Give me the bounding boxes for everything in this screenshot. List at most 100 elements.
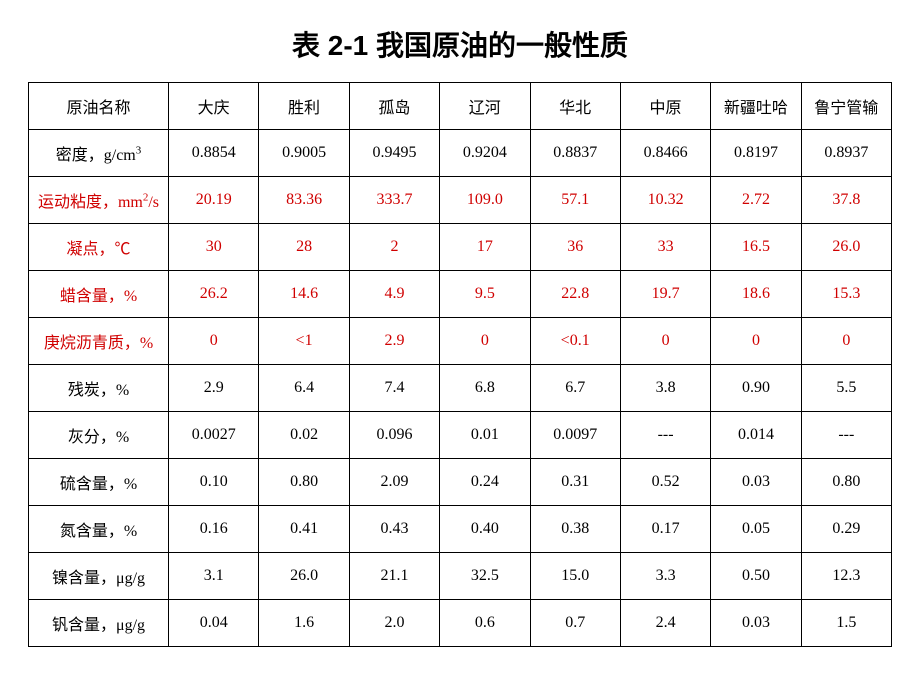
table-cell: 10.32	[620, 177, 710, 224]
table-cell: 36	[530, 224, 620, 271]
table-cell: 0.31	[530, 459, 620, 506]
row-label: 运动粘度，mm2/s	[29, 177, 169, 224]
table-cell: 2.9	[349, 318, 439, 365]
table-cell: 0.8837	[530, 130, 620, 177]
table-cell: 0.80	[801, 459, 891, 506]
table-cell: 2.4	[620, 600, 710, 647]
table-cell: 0	[620, 318, 710, 365]
table-cell: 18.6	[711, 271, 801, 318]
table-cell: 0.50	[711, 553, 801, 600]
table-cell: 17	[440, 224, 530, 271]
row-label: 氮含量，%	[29, 506, 169, 553]
table-cell: 0.0097	[530, 412, 620, 459]
table-row: 镍含量，μg/g3.126.021.132.515.03.30.5012.3	[29, 553, 892, 600]
table-cell: 19.7	[620, 271, 710, 318]
header-col: 鲁宁管输	[801, 83, 891, 130]
table-row: 氮含量，%0.160.410.430.400.380.170.050.29	[29, 506, 892, 553]
table-cell: 33	[620, 224, 710, 271]
table-cell: 0.0027	[169, 412, 259, 459]
table-cell: 15.0	[530, 553, 620, 600]
table-cell: 0.29	[801, 506, 891, 553]
table-cell: 0	[440, 318, 530, 365]
table-cell: 0.8466	[620, 130, 710, 177]
table-row: 蜡含量，%26.214.64.99.522.819.718.615.3	[29, 271, 892, 318]
table-cell: 0.03	[711, 459, 801, 506]
table-cell: 0	[169, 318, 259, 365]
header-col: 中原	[620, 83, 710, 130]
table-cell: 0.8197	[711, 130, 801, 177]
row-label: 灰分，%	[29, 412, 169, 459]
row-label: 密度，g/cm3	[29, 130, 169, 177]
table-cell: 3.3	[620, 553, 710, 600]
table-cell: 6.4	[259, 365, 349, 412]
table-cell: 0	[801, 318, 891, 365]
table-row: 硫含量，%0.100.802.090.240.310.520.030.80	[29, 459, 892, 506]
table-cell: 3.1	[169, 553, 259, 600]
row-label: 硫含量，%	[29, 459, 169, 506]
table-cell: 3.8	[620, 365, 710, 412]
table-cell: 0.02	[259, 412, 349, 459]
table-cell: 12.3	[801, 553, 891, 600]
table-cell: 26.0	[259, 553, 349, 600]
table-cell: 0	[711, 318, 801, 365]
table-cell: 0.80	[259, 459, 349, 506]
table-cell: 2.0	[349, 600, 439, 647]
table-cell: 0.6	[440, 600, 530, 647]
table-cell: 109.0	[440, 177, 530, 224]
header-col: 胜利	[259, 83, 349, 130]
table-cell: 0.9005	[259, 130, 349, 177]
table-cell: 7.4	[349, 365, 439, 412]
table-cell: 4.9	[349, 271, 439, 318]
table-cell: 0.41	[259, 506, 349, 553]
table-cell: 0.40	[440, 506, 530, 553]
table-cell: 16.5	[711, 224, 801, 271]
table-row: 钒含量，μg/g0.041.62.00.60.72.40.031.5	[29, 600, 892, 647]
crude-oil-table: 原油名称 大庆 胜利 孤岛 辽河 华北 中原 新疆吐哈 鲁宁管输 密度，g/cm…	[28, 82, 892, 647]
table-cell: 9.5	[440, 271, 530, 318]
table-cell: 5.5	[801, 365, 891, 412]
table-cell: 2.72	[711, 177, 801, 224]
table-cell: 1.5	[801, 600, 891, 647]
table-cell: 0.04	[169, 600, 259, 647]
table-cell: 2.9	[169, 365, 259, 412]
table-cell: 15.3	[801, 271, 891, 318]
table-cell: 28	[259, 224, 349, 271]
table-cell: <0.1	[530, 318, 620, 365]
table-cell: 0.16	[169, 506, 259, 553]
table-cell: 0.8854	[169, 130, 259, 177]
table-cell: 0.24	[440, 459, 530, 506]
table-cell: 14.6	[259, 271, 349, 318]
row-label: 镍含量，μg/g	[29, 553, 169, 600]
table-cell: 0.03	[711, 600, 801, 647]
table-cell: 26.2	[169, 271, 259, 318]
table-cell: 0.9204	[440, 130, 530, 177]
row-label: 残炭，%	[29, 365, 169, 412]
table-row: 庚烷沥青质，%0<12.90<0.1000	[29, 318, 892, 365]
table-cell: 0.096	[349, 412, 439, 459]
table-row: 灰分，%0.00270.020.0960.010.0097---0.014---	[29, 412, 892, 459]
table-cell: 22.8	[530, 271, 620, 318]
table-cell: 21.1	[349, 553, 439, 600]
table-cell: 0.8937	[801, 130, 891, 177]
table-cell: 26.0	[801, 224, 891, 271]
header-col: 孤岛	[349, 83, 439, 130]
table-cell: 6.7	[530, 365, 620, 412]
table-cell: 0.014	[711, 412, 801, 459]
table-cell: <1	[259, 318, 349, 365]
table-cell: 0.9495	[349, 130, 439, 177]
table-cell: 0.52	[620, 459, 710, 506]
table-header-row: 原油名称 大庆 胜利 孤岛 辽河 华北 中原 新疆吐哈 鲁宁管输	[29, 83, 892, 130]
header-label: 原油名称	[29, 83, 169, 130]
row-label: 钒含量，μg/g	[29, 600, 169, 647]
table-cell: 83.36	[259, 177, 349, 224]
table-cell: 1.6	[259, 600, 349, 647]
header-col: 大庆	[169, 83, 259, 130]
row-label: 蜡含量，%	[29, 271, 169, 318]
table-row: 凝点，℃3028217363316.526.0	[29, 224, 892, 271]
table-cell: 0.43	[349, 506, 439, 553]
table-cell: 0.10	[169, 459, 259, 506]
table-title: 表 2-1 我国原油的一般性质	[28, 24, 892, 64]
table-cell: 0.05	[711, 506, 801, 553]
table-cell: 0.38	[530, 506, 620, 553]
table-cell: 0.01	[440, 412, 530, 459]
